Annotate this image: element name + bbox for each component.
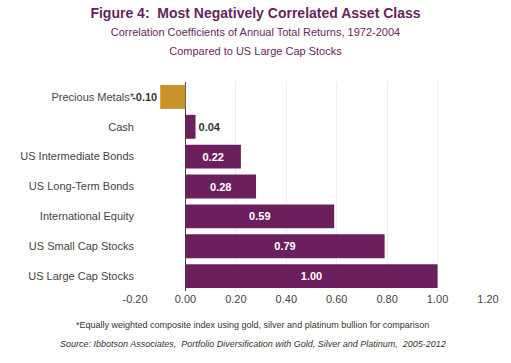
svg-text:0.59: 0.59 [249,210,270,222]
svg-text:US Large Cap Stocks: US Large Cap Stocks [28,270,134,282]
svg-text:0.80: 0.80 [376,293,397,305]
svg-text:0.40: 0.40 [276,293,297,305]
svg-text:0.20: 0.20 [225,293,246,305]
svg-text:0.04: 0.04 [199,121,221,133]
svg-text:US Intermediate Bonds: US Intermediate Bonds [20,150,134,162]
svg-text:0.79: 0.79 [274,240,295,252]
svg-text:US Small Cap Stocks: US Small Cap Stocks [29,240,135,252]
svg-text:*Equally weighted composite in: *Equally weighted composite index using … [76,320,429,330]
svg-text:0.28: 0.28 [210,181,231,193]
svg-text:-0.10: -0.10 [132,91,157,103]
svg-text:International Equity: International Equity [40,210,135,222]
svg-text:US Long-Term Bonds: US Long-Term Bonds [29,180,135,192]
svg-text:0.00: 0.00 [175,293,196,305]
svg-text:Precious Metals*: Precious Metals* [51,91,134,103]
svg-text:Source: Ibbotson Associates,: Source: Ibbotson Associates, Portfolio D… [60,339,446,349]
svg-text:0.60: 0.60 [326,293,347,305]
svg-text:Figure 4: Most Negatively Cor: Figure 4: Most Negatively Correlated Ass… [90,5,420,56]
svg-text:1.00: 1.00 [301,270,322,282]
svg-text:Cash: Cash [108,121,134,133]
svg-text:-0.20: -0.20 [122,293,147,305]
svg-text:0.22: 0.22 [202,151,223,163]
svg-text:1.00: 1.00 [427,293,448,305]
svg-text:1.20: 1.20 [477,293,498,305]
